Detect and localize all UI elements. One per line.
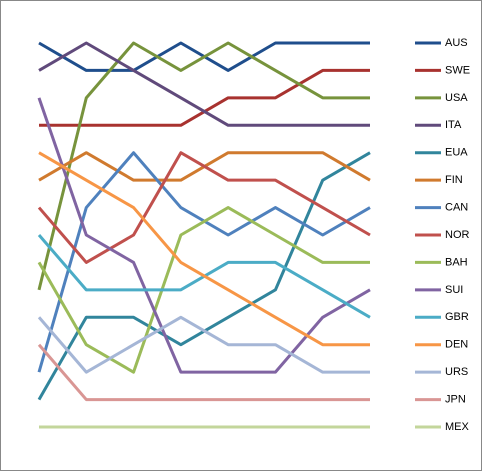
legend-label: USA [445, 92, 468, 104]
legend-label: GBR [445, 311, 469, 323]
series-line [38, 41, 370, 127]
series-line [37, 97, 371, 374]
series-line [37, 343, 370, 402]
legend-label: MEX [445, 421, 470, 433]
series-line [37, 41, 370, 291]
legend-label: BAH [445, 256, 468, 268]
legend-label: EUA [445, 147, 468, 159]
legend-label: NOR [445, 229, 470, 241]
legend-label: JPN [445, 393, 466, 405]
legend-label: DEN [445, 339, 468, 351]
legend-label: SWE [445, 64, 470, 76]
series-line [38, 151, 370, 347]
series-line [37, 206, 370, 374]
legend-label: SUI [445, 284, 463, 296]
legend-label: FIN [445, 174, 463, 186]
legend-label: AUS [445, 37, 468, 49]
series-line [37, 151, 371, 264]
series-line [37, 315, 370, 374]
legend-label: URS [445, 366, 468, 378]
legend-label: CAN [445, 201, 468, 213]
legend-label: ITA [445, 119, 462, 131]
